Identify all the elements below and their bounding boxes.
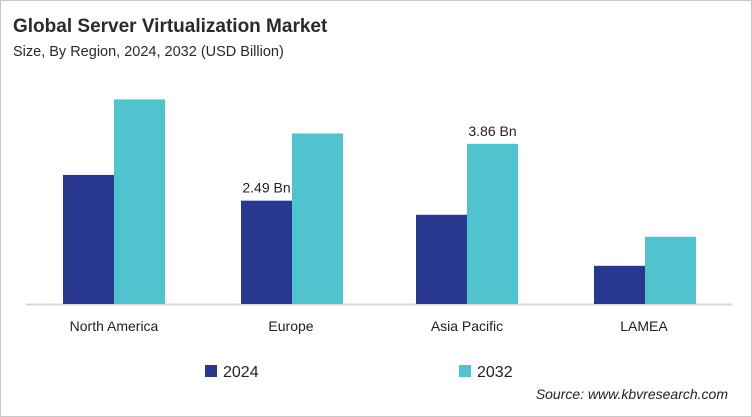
category-label: North America	[70, 318, 159, 334]
bar-2032-north-america	[114, 99, 165, 304]
category-label: LAMEA	[620, 318, 668, 334]
bar-2024-lamea	[594, 265, 645, 304]
legend-label-2032: 2032	[477, 364, 513, 381]
chart-subtitle: Size, By Region, 2024, 2032 (USD Billion…	[13, 44, 284, 60]
source-note: Source: www.kbvresearch.com	[536, 386, 729, 402]
bar-2024-north-america	[63, 174, 114, 304]
legend-swatch-2024	[205, 365, 217, 377]
chart-title: Global Server Virtualization Market	[13, 16, 328, 37]
bar-2032-lamea	[645, 236, 696, 304]
bar-2024-asia-pacific	[416, 214, 467, 304]
data-label: 2.49 Bn	[242, 180, 290, 196]
legend-label-2024: 2024	[223, 364, 259, 381]
category-label: Asia Pacific	[431, 318, 503, 334]
bar-2032-europe	[292, 133, 343, 304]
legend-swatch-2032	[459, 365, 471, 377]
category-label: Europe	[268, 318, 313, 334]
bar-2024-europe	[241, 200, 292, 304]
data-label: 3.86 Bn	[468, 123, 516, 139]
bar-2032-asia-pacific	[467, 143, 518, 304]
